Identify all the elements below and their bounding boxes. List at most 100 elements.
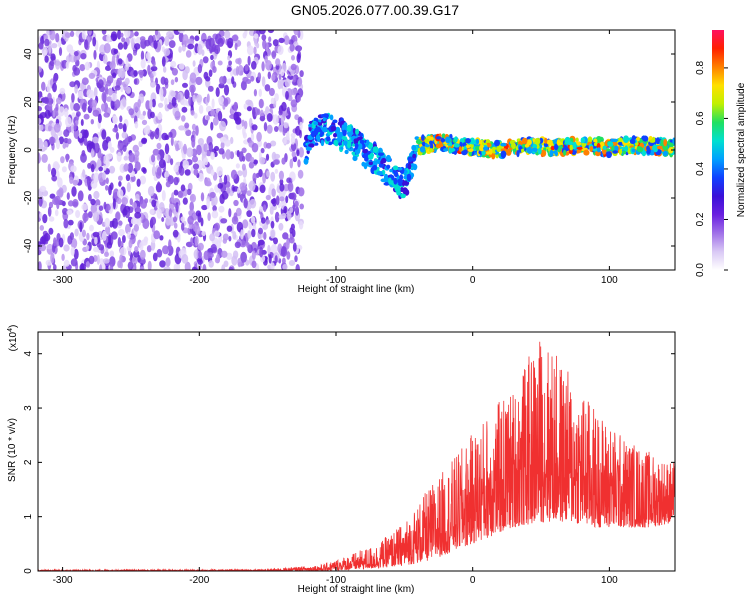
noise-blob — [133, 50, 137, 56]
y-tick-label: 4 — [23, 351, 34, 357]
noise-blob — [244, 120, 248, 130]
noise-blob — [106, 34, 111, 43]
snr-y-axis-label: SNR (10 * v/v) — [7, 418, 18, 482]
noise-blob — [125, 174, 131, 182]
noise-blob — [192, 155, 198, 163]
noise-blob — [125, 86, 132, 94]
noise-blob — [150, 216, 157, 226]
noise-blob — [81, 30, 86, 40]
figure-title: GN05.2026.077.00.39.G17 — [291, 2, 459, 18]
noise-blob — [220, 141, 225, 149]
noise-blob — [153, 40, 158, 50]
noise-blob — [296, 53, 301, 64]
colorbar-tick-label: 0.6 — [695, 111, 706, 125]
noise-blob — [181, 44, 186, 52]
signal-blob — [554, 151, 559, 157]
noise-blob — [257, 239, 265, 246]
noise-blob — [200, 192, 205, 202]
noise-blob — [71, 93, 75, 103]
noise-blob — [231, 255, 238, 266]
noise-blob — [283, 137, 287, 146]
signal-blob — [532, 147, 538, 152]
noise-blob — [212, 205, 217, 212]
noise-blob — [272, 159, 280, 165]
noise-blob — [79, 221, 83, 233]
noise-blob — [66, 192, 70, 200]
noise-blob — [197, 64, 203, 74]
noise-blob — [42, 213, 48, 224]
signal-blob — [631, 148, 636, 153]
noise-blob — [251, 124, 258, 131]
noise-blob — [164, 170, 170, 178]
signal-blob — [428, 148, 434, 153]
noise-blob — [53, 237, 57, 247]
noise-blob — [252, 221, 257, 231]
noise-blob — [70, 124, 75, 134]
signal-blob — [436, 136, 442, 140]
noise-blob — [275, 58, 281, 66]
noise-blob — [70, 246, 75, 256]
signal-blob — [421, 134, 425, 142]
noise-blob — [134, 150, 140, 158]
noise-blob — [274, 126, 279, 132]
noise-blob — [139, 36, 146, 42]
noise-blob — [206, 93, 210, 103]
noise-blob — [286, 177, 292, 184]
noise-blob — [43, 140, 48, 151]
noise-blob — [151, 199, 157, 208]
spectrogram-x-axis-label: Height of straight line (km) — [298, 284, 415, 295]
noise-blob — [74, 84, 78, 94]
noise-blob — [299, 203, 305, 210]
noise-blob — [123, 83, 127, 91]
noise-blob — [164, 143, 170, 155]
noise-blob — [203, 157, 209, 166]
y-tick-label: 0 — [23, 568, 34, 574]
noise-blob — [182, 34, 189, 46]
noise-blob — [93, 190, 100, 200]
noise-blob — [149, 111, 155, 119]
noise-blob — [101, 129, 107, 140]
noise-blob — [164, 134, 170, 140]
noise-blob — [69, 81, 76, 88]
signal-blob — [534, 137, 541, 145]
noise-blob — [190, 237, 194, 245]
noise-blob — [218, 83, 225, 89]
signal-blob — [403, 175, 408, 180]
noise-blob — [212, 66, 217, 73]
noise-blob — [77, 90, 84, 100]
noise-blob — [292, 229, 296, 238]
noise-blob — [118, 175, 123, 181]
noise-blob — [66, 209, 73, 216]
noise-blob — [187, 215, 194, 225]
signal-blob — [465, 138, 471, 144]
noise-blob — [184, 169, 191, 176]
noise-blob — [192, 266, 197, 270]
noise-blob — [51, 175, 58, 182]
noise-blob — [193, 223, 197, 232]
noise-blob — [215, 87, 220, 98]
signal-blob — [576, 146, 583, 150]
noise-blob — [151, 165, 156, 177]
noise-blob — [103, 201, 107, 210]
noise-blob — [162, 245, 169, 255]
noise-blob — [84, 61, 91, 71]
signal-blob — [404, 170, 408, 174]
noise-blob — [257, 72, 262, 81]
signal-blob — [479, 144, 485, 152]
noise-blob — [79, 64, 86, 72]
noise-blob — [171, 68, 178, 76]
noise-blob — [213, 145, 220, 152]
signal-blob — [343, 122, 348, 128]
signal-blob — [362, 149, 368, 154]
noise-blob — [98, 166, 103, 172]
signal-blob — [338, 142, 342, 147]
noise-blob — [105, 185, 109, 191]
signal-blob — [340, 146, 344, 150]
noise-blob — [91, 99, 98, 108]
noise-blob — [217, 60, 223, 66]
noise-blob — [178, 30, 185, 34]
noise-blob — [193, 112, 198, 119]
noise-blob — [45, 259, 53, 266]
noise-blob — [175, 201, 179, 213]
noise-blob — [214, 222, 221, 231]
